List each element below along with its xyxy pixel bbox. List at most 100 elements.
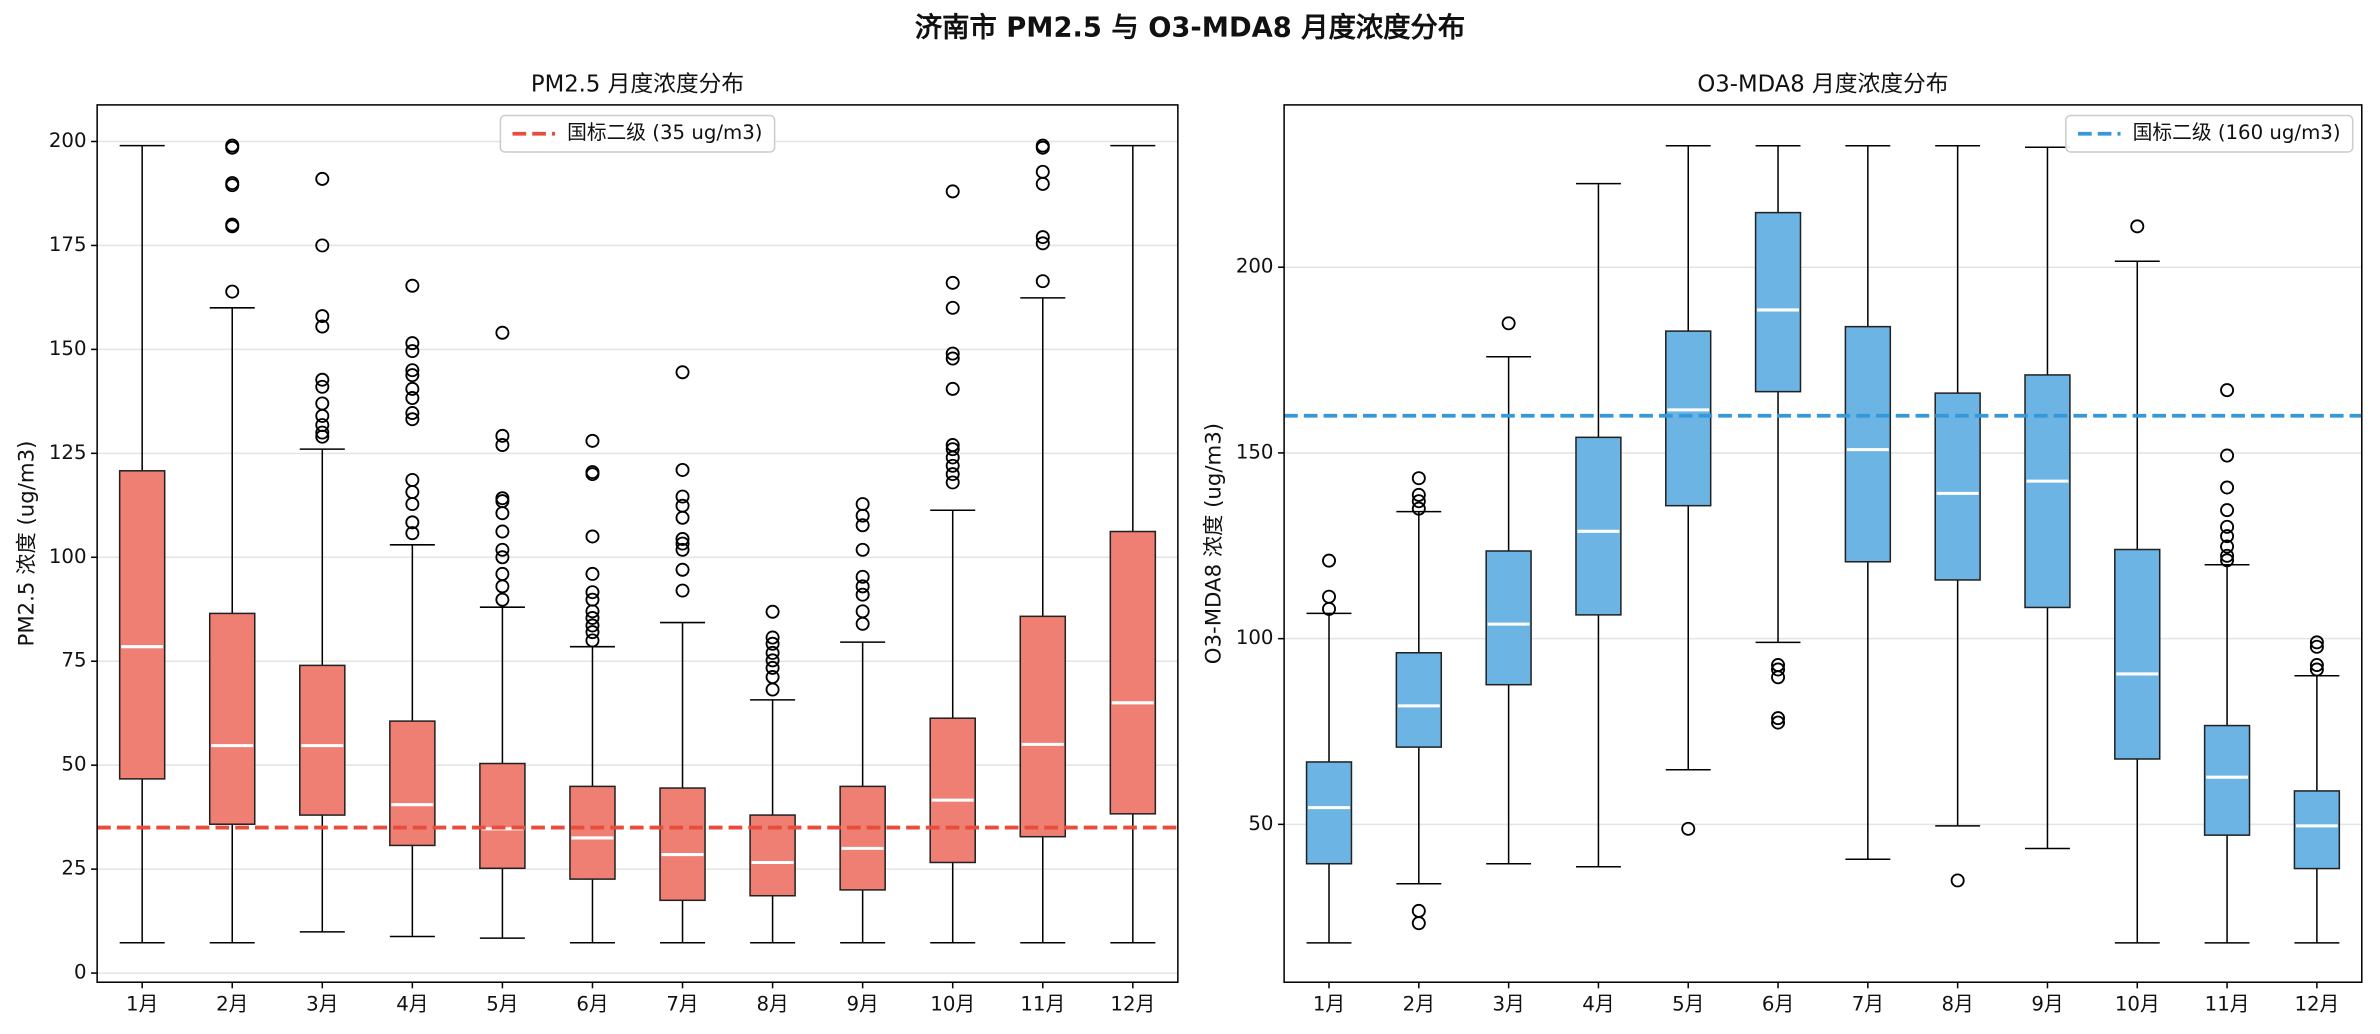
x-tick-label: 12月 bbox=[2294, 992, 2339, 1015]
outlier bbox=[2220, 529, 2235, 544]
box-group bbox=[299, 171, 346, 933]
outlier bbox=[1411, 501, 1426, 516]
y-tick-label: 175 bbox=[49, 233, 87, 256]
x-tick-label: 5月 bbox=[1672, 992, 1704, 1015]
outlier bbox=[585, 467, 600, 482]
y-tick-label: 150 bbox=[1236, 440, 1274, 463]
outlier bbox=[1035, 236, 1050, 251]
x-tick-label: 2月 bbox=[216, 992, 248, 1015]
box-group bbox=[1754, 145, 1802, 730]
outlier bbox=[315, 396, 330, 411]
outlier bbox=[405, 515, 420, 530]
x-tick-label: 9月 bbox=[2031, 992, 2063, 1015]
outlier bbox=[495, 550, 510, 565]
y-axis-label: O3-MDA8 浓度 (ug/m3) bbox=[1201, 423, 1226, 664]
outlier bbox=[855, 569, 870, 584]
outlier bbox=[1322, 589, 1336, 604]
outlier bbox=[585, 529, 600, 544]
outlier bbox=[765, 630, 780, 645]
x-tick-label: 10月 bbox=[2115, 992, 2160, 1015]
box bbox=[1109, 530, 1157, 815]
outlier bbox=[765, 653, 780, 668]
outlier bbox=[405, 368, 420, 383]
box bbox=[569, 785, 616, 880]
box bbox=[1305, 761, 1353, 865]
box bbox=[118, 470, 166, 780]
legend-box bbox=[2065, 114, 2354, 153]
outlier bbox=[855, 497, 870, 512]
outlier bbox=[765, 604, 780, 619]
outlier bbox=[2220, 553, 2235, 568]
box bbox=[929, 717, 976, 864]
outlier bbox=[945, 475, 960, 490]
legend-box bbox=[499, 114, 776, 153]
x-tick-label: 3月 bbox=[1492, 992, 1524, 1015]
legend: 国标二级 (160 ug/m3) bbox=[2065, 114, 2354, 153]
outlier bbox=[495, 491, 510, 506]
outlier bbox=[495, 542, 510, 557]
outlier bbox=[585, 625, 600, 640]
outlier bbox=[405, 472, 420, 487]
x-tick-label: 2月 bbox=[1403, 992, 1435, 1015]
outlier bbox=[855, 604, 870, 619]
outlier bbox=[675, 536, 690, 551]
outlier bbox=[585, 633, 600, 648]
y-tick-label: 200 bbox=[1236, 255, 1274, 278]
outlier bbox=[945, 458, 960, 473]
outlier bbox=[765, 645, 780, 660]
outlier bbox=[765, 660, 780, 675]
outlier bbox=[2309, 658, 2324, 673]
outlier bbox=[1322, 601, 1336, 616]
legend-label: 国标二级 (35 ug/m3) bbox=[567, 121, 762, 144]
outlier bbox=[495, 579, 510, 594]
axes-frame bbox=[1283, 104, 2363, 983]
outlier bbox=[1771, 662, 1786, 677]
x-tick-label: 6月 bbox=[1762, 992, 1794, 1015]
box-group bbox=[1019, 138, 1067, 944]
outlier bbox=[2220, 383, 2235, 398]
box-group bbox=[569, 433, 616, 944]
outlier bbox=[495, 506, 510, 521]
box bbox=[1019, 615, 1067, 838]
outlier bbox=[2309, 662, 2324, 677]
y-tick-label: 150 bbox=[49, 337, 87, 360]
outlier bbox=[855, 542, 870, 557]
outlier bbox=[1411, 903, 1426, 918]
box-group bbox=[389, 278, 436, 938]
outlier bbox=[675, 498, 690, 513]
box bbox=[1485, 550, 1532, 686]
outlier bbox=[315, 238, 330, 253]
box bbox=[839, 785, 886, 891]
outlier bbox=[405, 497, 420, 512]
box-group bbox=[1575, 182, 1622, 868]
outlier bbox=[855, 518, 870, 533]
box-group bbox=[749, 604, 796, 944]
x-tick-label: 6月 bbox=[576, 992, 608, 1015]
y-tick-label: 75 bbox=[61, 649, 86, 672]
outlier bbox=[1035, 164, 1050, 179]
outlier bbox=[495, 524, 510, 539]
x-tick-label: 1月 bbox=[126, 992, 158, 1015]
outlier bbox=[765, 670, 780, 685]
outlier bbox=[315, 171, 330, 186]
box bbox=[299, 664, 346, 816]
outlier bbox=[855, 508, 870, 523]
outlier bbox=[2220, 448, 2235, 463]
y-tick-label: 100 bbox=[1236, 626, 1274, 649]
outlier bbox=[945, 351, 960, 366]
outlier bbox=[945, 184, 960, 199]
x-tick-label: 11月 bbox=[1020, 992, 1065, 1015]
x-tick-label: 12月 bbox=[1110, 992, 1155, 1015]
box-group bbox=[659, 365, 706, 944]
outlier bbox=[225, 284, 240, 299]
box-group bbox=[479, 325, 526, 939]
outlier bbox=[1771, 711, 1786, 726]
box-group bbox=[1395, 471, 1443, 931]
outlier bbox=[585, 604, 600, 619]
outlier bbox=[1681, 821, 1696, 836]
x-tick-label: 7月 bbox=[666, 992, 698, 1015]
box bbox=[1844, 325, 1892, 563]
outlier bbox=[945, 300, 960, 315]
y-tick-label: 100 bbox=[49, 545, 87, 568]
y-tick-label: 50 bbox=[61, 753, 86, 776]
